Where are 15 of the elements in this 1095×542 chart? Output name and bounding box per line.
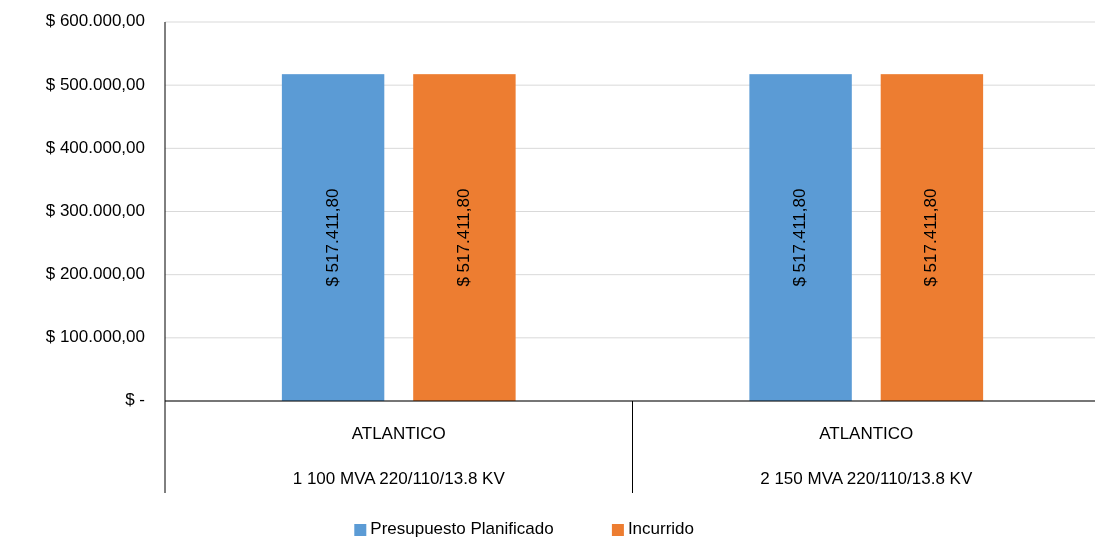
data-label: $ 517.411,80 bbox=[921, 188, 941, 287]
category-label: ATLANTICO 1 100 MVA 220/110/13.8 KV bbox=[292, 424, 505, 489]
y-tick-label: $ - bbox=[125, 390, 145, 410]
legend-label: Presupuesto Planificado bbox=[370, 519, 554, 539]
legend-label: Incurrido bbox=[627, 519, 695, 539]
y-tick-label: $ 400.000,00 bbox=[45, 137, 145, 157]
y-tick-label: $ 200.000,00 bbox=[45, 264, 145, 284]
y-tick-label: $ 600.000,00 bbox=[45, 11, 145, 31]
category-label: ATLANTICO 2 150 MVA 220/110/13.8 KV bbox=[760, 424, 973, 489]
y-tick-label: $ 100.000,00 bbox=[45, 327, 145, 347]
data-label: $ 517.411,80 bbox=[322, 188, 342, 287]
y-tick-label: $ 500.000,00 bbox=[45, 74, 145, 94]
data-label: $ 517.411,80 bbox=[453, 188, 473, 287]
data-label: $ 517.411,80 bbox=[790, 188, 810, 287]
y-tick-label: $ 300.000,00 bbox=[45, 200, 145, 220]
